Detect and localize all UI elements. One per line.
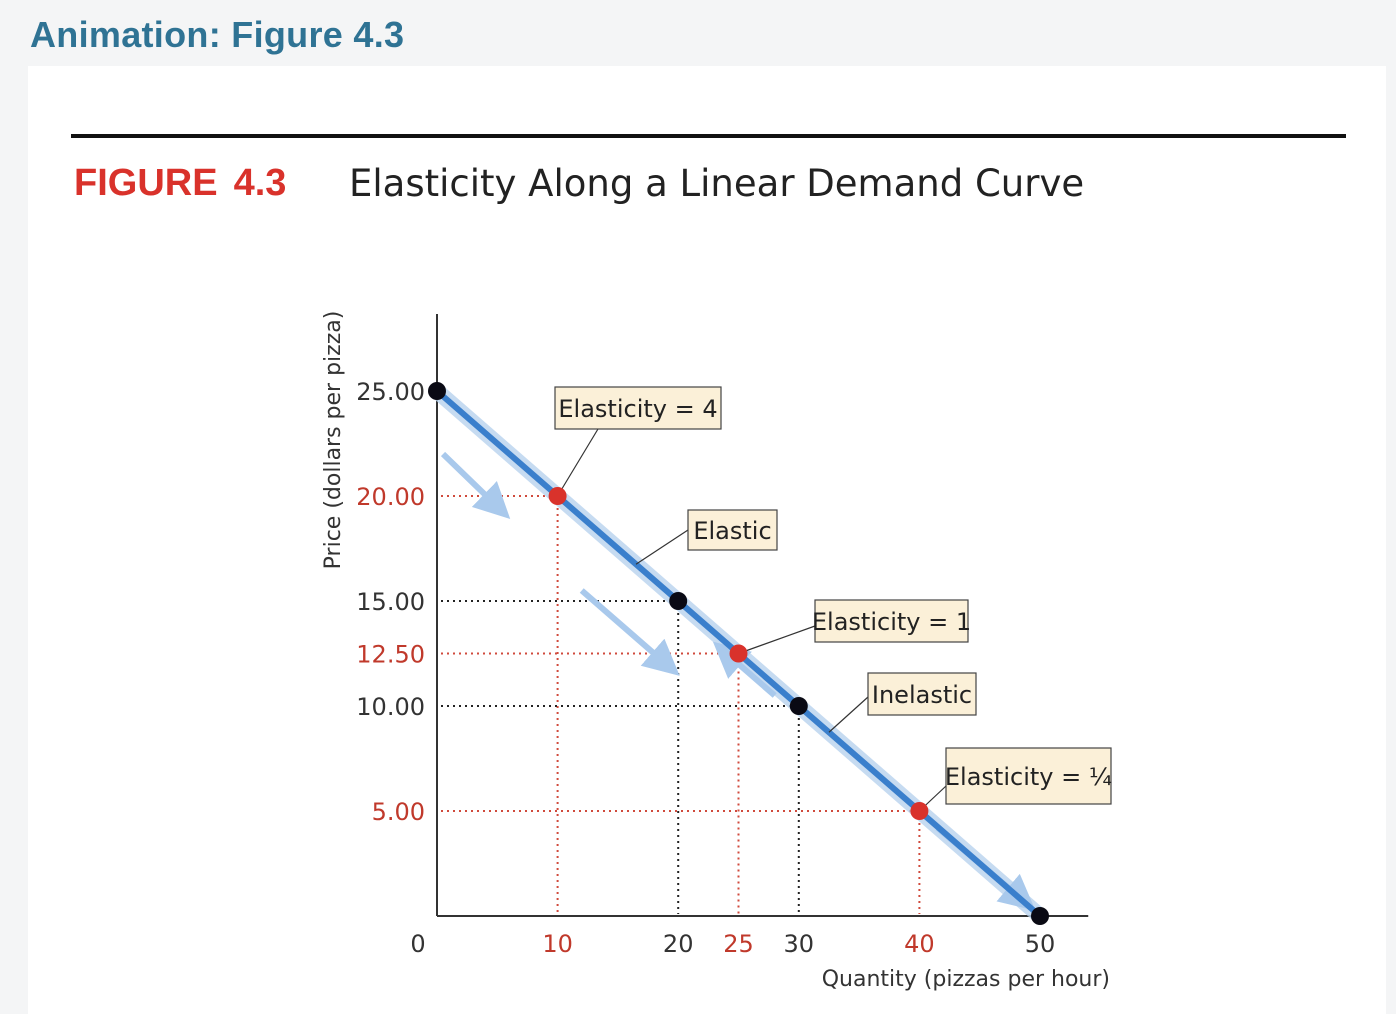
data-point-0 (428, 382, 446, 400)
data-point-6 (1031, 907, 1049, 925)
y-tick-label-2: 15.00 (356, 588, 425, 616)
annotation-leader-3 (828, 696, 869, 733)
data-point-2 (669, 592, 688, 610)
figure-divider (71, 134, 1346, 138)
annotation-label-3: Inelastic (872, 681, 972, 709)
annotation-box-0 (554, 386, 722, 430)
annotation-leader-2 (738, 625, 816, 655)
annotation-leader-1 (635, 529, 689, 565)
x-tick-label-3: 25 (723, 930, 754, 958)
figure-label: FIGURE 4.3 (74, 162, 286, 205)
x-axis-title: Quantity (pizzas per hour) (822, 967, 1110, 992)
figure-number: 4.3 (233, 162, 287, 204)
data-point-5 (910, 802, 929, 820)
figure-title: Elasticity Along a Linear Demand Curve (349, 162, 1085, 205)
annotation-box-4 (945, 747, 1112, 805)
figure-label-word: FIGURE (74, 162, 218, 204)
movement-arrow-1 (579, 588, 680, 676)
data-point-4 (789, 697, 808, 715)
data-point-3 (729, 644, 748, 663)
annotation-leader-0 (557, 428, 599, 497)
annotation-label-4: Elasticity = ¼ (945, 763, 1112, 791)
annotation-label-2: Elasticity = 1 (812, 608, 971, 636)
page-title: Animation: Figure 4.3 (30, 14, 405, 55)
data-point-1 (548, 487, 567, 505)
y-tick-label-5: 5.00 (372, 798, 425, 826)
x-tick-label-1: 10 (542, 930, 573, 958)
annotation-label-1: Elastic (693, 517, 771, 545)
x-tick-label-5: 40 (904, 930, 935, 958)
y-tick-label-3: 12.50 (356, 641, 425, 669)
annotation-box-2 (814, 599, 969, 643)
x-tick-label-4: 30 (784, 930, 815, 958)
y-tick-label-4: 10.00 (356, 693, 425, 721)
annotation-box-1 (687, 509, 778, 551)
y-axis-title: Price (dollars per pizza) (321, 311, 346, 570)
x-tick-label-6: 50 (1025, 930, 1056, 958)
y-tick-label-1: 20.00 (356, 483, 425, 511)
annotation-label-0: Elasticity = 4 (558, 395, 717, 423)
movement-arrow-0 (440, 451, 511, 520)
x-tick-label-2: 20 (663, 930, 694, 958)
annotation-box-3 (867, 672, 977, 716)
x-tick-label-0: 0 (410, 930, 425, 958)
y-tick-label-0: 25.00 (356, 378, 425, 406)
